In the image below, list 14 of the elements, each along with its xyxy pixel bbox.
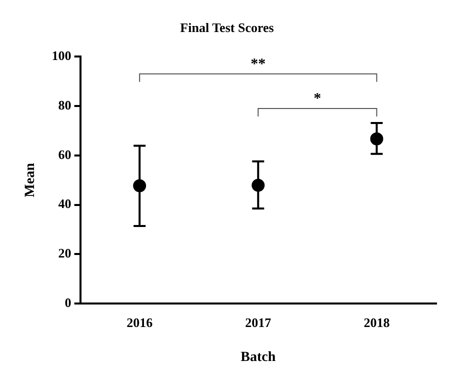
y-tick-label: 40 [58, 196, 72, 212]
annotation: * [314, 90, 322, 107]
chart-title: Final Test Scores [180, 20, 274, 36]
y-tick-label: 100 [52, 48, 72, 63]
x-tick-label: 2018 [364, 314, 390, 330]
y-tick-label: 20 [58, 246, 72, 261]
y-tick-label: 80 [58, 97, 72, 112]
annotation: ** [250, 56, 266, 72]
x-tick-label: 2016 [126, 314, 154, 330]
y-tick-label: 60 [58, 146, 72, 162]
x-tick-label: 2017 [245, 314, 272, 330]
y-tick-label: 0 [64, 294, 72, 310]
x-axis-title: Batch [240, 350, 276, 366]
y-axis-title: Mean [23, 162, 38, 198]
